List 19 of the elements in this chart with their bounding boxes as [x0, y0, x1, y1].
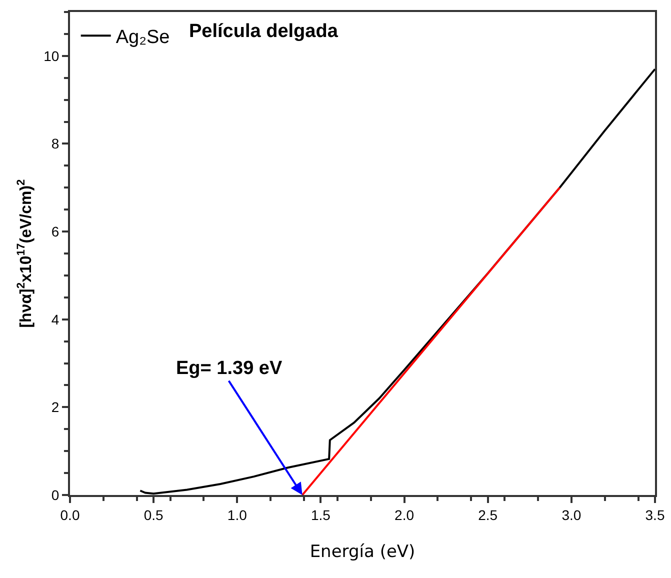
annotation: Eg= 1.39 eV: [176, 358, 282, 379]
x-tick-label: 2.0: [394, 506, 414, 523]
y-tick-label: 8: [51, 136, 60, 152]
x-tick-label: 1.5: [310, 506, 331, 523]
x-tick-label: 1.0: [227, 506, 248, 523]
x-tick-label: 0.0: [60, 506, 80, 523]
x-tick-label: 3.0: [562, 506, 582, 523]
annotation: Película delgada: [189, 21, 338, 42]
x-tick-label: 3.5: [645, 506, 665, 523]
x-axis-title: Energía (eV): [310, 542, 416, 562]
x-tick-label: 0.5: [144, 506, 164, 523]
legend-label: Ag₂Se: [116, 27, 170, 48]
y-tick-label: 2: [51, 399, 60, 416]
x-tick-label: 2.5: [478, 506, 498, 523]
y-tick-label: 4: [51, 311, 60, 328]
line-series: [139, 68, 655, 495]
y-tick-label: 0: [51, 486, 60, 503]
y-tick-label: 6: [51, 223, 60, 240]
y-tick-label: 10: [44, 48, 60, 64]
